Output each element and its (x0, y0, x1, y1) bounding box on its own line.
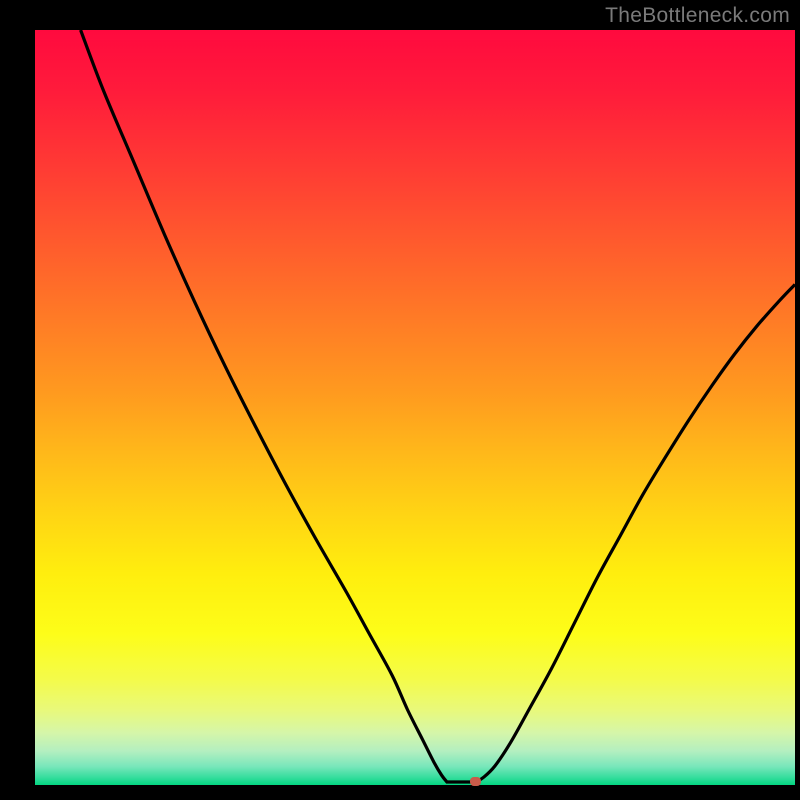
watermark-text: TheBottleneck.com (605, 4, 790, 28)
bottleneck-curve (35, 30, 795, 785)
minimum-marker (470, 777, 481, 786)
plot-area (35, 30, 795, 785)
